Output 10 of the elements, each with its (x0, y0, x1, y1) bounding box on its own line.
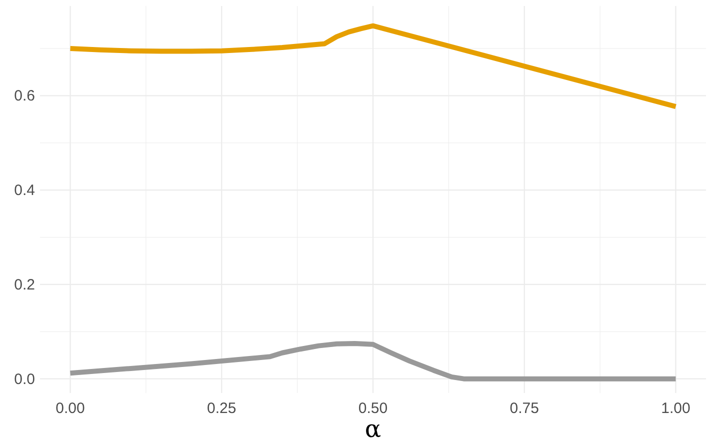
y-tick-label: 0.4 (14, 182, 35, 200)
y-tick-label: 0.6 (14, 88, 35, 105)
x-tick-label: 0.25 (207, 400, 236, 417)
y-tick-label: 0.0 (14, 370, 35, 388)
x-tick-label: 0.00 (56, 400, 85, 417)
x-tick-label: 0.50 (358, 400, 388, 417)
x-axis-title: α (364, 415, 382, 443)
y-tick-label: 0.2 (14, 276, 35, 294)
x-tick-label: 0.75 (510, 400, 539, 417)
x-tick-label: 1.00 (661, 400, 690, 417)
